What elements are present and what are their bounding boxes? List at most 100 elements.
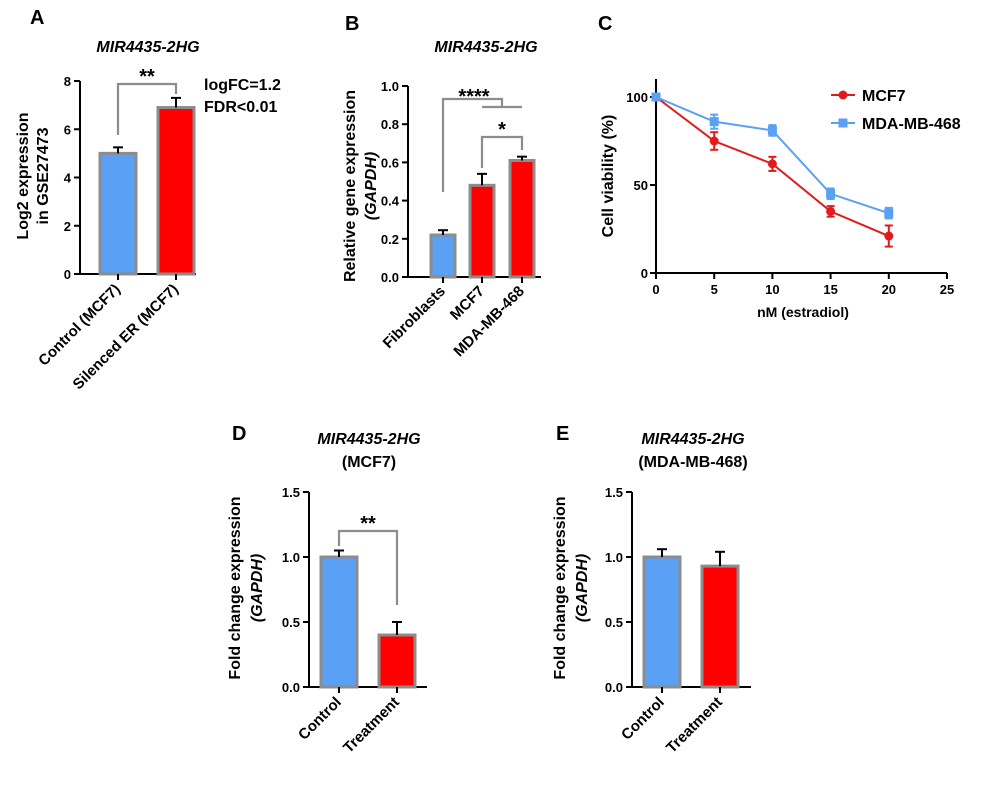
- panel-a-sig-label: **: [139, 66, 155, 88]
- panel-c-point-0: [767, 159, 777, 169]
- panel-d-ytick-label: 0.5: [282, 615, 300, 630]
- panel-d-label: D: [232, 423, 246, 445]
- panel-b-ytick-label: 0.0: [381, 270, 399, 285]
- panel-e-category-label: Treatment: [663, 694, 726, 757]
- panel-c-xtick-label: 25: [940, 282, 954, 297]
- panel-a-ytick-label: 0: [64, 267, 71, 282]
- panel-d-bar: [319, 555, 359, 689]
- panel-e-ytick-label: 1.5: [605, 485, 623, 500]
- panel-c-legend-label-1: MDA-MB-468: [862, 116, 961, 133]
- panel-d-category-label: Treatment: [340, 694, 403, 757]
- panel-c-ylabel: Cell viability (%): [600, 115, 617, 238]
- panel-e-ytick-label: 1.0: [605, 550, 623, 565]
- panel-a-bar: [98, 151, 138, 276]
- panel-b-sig-bracket-main: [441, 97, 504, 192]
- panel-c-legend-label-0: MCF7: [862, 88, 906, 105]
- panel-b-sig-label-main: ****: [458, 86, 489, 108]
- panel-c-ytick-label: 0: [641, 266, 648, 281]
- panel-d: D MIR4435-2HG (MCF7) Fold change express…: [227, 423, 427, 757]
- panel-a-bar: [156, 106, 196, 276]
- panel-e-bar: [700, 564, 740, 689]
- panel-d-sig-label: **: [360, 513, 376, 535]
- panel-a: A MIR4435-2HG Log2 expression in GSE2747…: [15, 7, 281, 393]
- panel-b-ytick-label: 0.6: [381, 155, 399, 170]
- panel-c-xtick-label: 15: [823, 282, 837, 297]
- panel-c-xtick-label: 0: [652, 282, 659, 297]
- panel-c: C Cell viability (%) nM (estradiol) 0501…: [598, 13, 961, 320]
- panel-d-ytick-label: 1.0: [282, 550, 300, 565]
- panel-e-ylabel-line2: (GAPDH): [574, 554, 591, 622]
- panel-b-sig-label-pair: *: [498, 119, 506, 141]
- panel-d-ylabel-line1: Fold change expression: [227, 496, 244, 679]
- panel-e-subtitle: (MDA-MB-468): [638, 454, 747, 471]
- panel-d-ytick-label: 0.0: [282, 680, 300, 695]
- panel-a-label: A: [30, 7, 44, 29]
- panel-d-title: MIR4435-2HG: [317, 431, 420, 448]
- panel-a-ytick-label: 8: [64, 74, 71, 89]
- panel-c-axes: [655, 79, 947, 274]
- panel-c-legend-marker-0: [838, 90, 848, 100]
- panel-c-point-1: [651, 92, 661, 102]
- panel-c-ytick-label: 50: [634, 178, 648, 193]
- panel-c-series-line-1: [655, 96, 890, 215]
- panel-e: E MIR4435-2HG (MDA-MB-468) Fold change e…: [552, 423, 751, 757]
- panel-b-category-label: Fibroblasts: [380, 283, 449, 352]
- panel-d-ytick-label: 1.5: [282, 485, 300, 500]
- panel-d-sig-bracket: [337, 529, 399, 605]
- panel-b-sig-bracket-pair: [480, 135, 524, 168]
- panel-c-xtick-label: 5: [711, 282, 718, 297]
- panel-d-bar: [377, 633, 417, 689]
- panel-c-xlabel: nM (estradiol): [757, 304, 849, 320]
- panel-e-title: MIR4435-2HG: [641, 431, 744, 448]
- panel-c-point-0: [709, 136, 719, 146]
- panel-a-ytick-label: 6: [64, 122, 71, 137]
- panel-e-ytick-label: 0.5: [605, 615, 623, 630]
- panel-b-ylabel-line2: (GAPDH): [363, 152, 380, 220]
- panel-b: B MIR4435-2HG Relative gene expression (…: [342, 13, 541, 360]
- panel-b-title: MIR4435-2HG: [434, 39, 537, 56]
- panel-c-point-1: [709, 117, 719, 127]
- panel-d-subtitle: (MCF7): [342, 454, 396, 471]
- panel-c-xtick-label: 10: [765, 282, 779, 297]
- panel-a-ytick-label: 2: [64, 219, 71, 234]
- panel-e-ytick-label: 0.0: [605, 680, 623, 695]
- panel-d-category-label: Control: [295, 694, 345, 744]
- panel-c-point-1: [767, 125, 777, 135]
- panel-c-plot: 0 50 100 0 5 10 15 20 25 MCF7 MDA-MB-468: [626, 79, 961, 297]
- panel-b-bar: [429, 233, 457, 279]
- panel-c-point-0: [826, 206, 836, 216]
- panel-d-ylabel-line2: (GAPDH): [249, 554, 266, 622]
- panel-a-ylabel-line1: Log2 expression: [15, 112, 32, 239]
- panel-b-ytick-label: 0.8: [381, 117, 399, 132]
- panel-b-ytick-label: 0.2: [381, 232, 399, 247]
- panel-b-ylabel-line1: Relative gene expression: [342, 90, 359, 282]
- panel-e-bar: [642, 555, 682, 689]
- panel-a-note-fdr: FDR<0.01: [204, 99, 277, 116]
- panel-a-ytick-label: 4: [64, 171, 72, 186]
- panel-b-bar: [508, 158, 536, 279]
- panel-b-label: B: [345, 13, 359, 35]
- panel-a-title: MIR4435-2HG: [96, 39, 199, 56]
- panel-b-bar: [468, 183, 496, 279]
- panel-e-category-label: Control: [618, 694, 668, 744]
- panel-c-label: C: [598, 13, 612, 35]
- panel-c-legend-marker-1: [838, 118, 848, 128]
- panel-c-ytick-label: 100: [626, 90, 648, 105]
- panel-e-ylabel-line1: Fold change expression: [552, 496, 569, 679]
- panel-a-note-logfc: logFC=1.2: [204, 77, 281, 94]
- panel-a-ylabel-line2: in GSE27473: [35, 127, 52, 224]
- panel-c-point-1: [884, 208, 894, 218]
- panel-c-point-1: [826, 189, 836, 199]
- panel-c-xtick-label: 20: [882, 282, 896, 297]
- panel-b-ytick-label: 1.0: [381, 79, 399, 94]
- panel-c-point-0: [884, 231, 894, 241]
- panel-b-ytick-label: 0.4: [381, 194, 400, 209]
- panel-e-label: E: [556, 423, 569, 445]
- panel-b-plot: 0.00.20.40.60.81.0FibroblastsMCF7MDA-MB-…: [380, 79, 541, 360]
- panel-a-category-label: Silenced ER (MCF7): [70, 281, 182, 393]
- panel-b-category-label: MDA-MB-468: [450, 283, 527, 360]
